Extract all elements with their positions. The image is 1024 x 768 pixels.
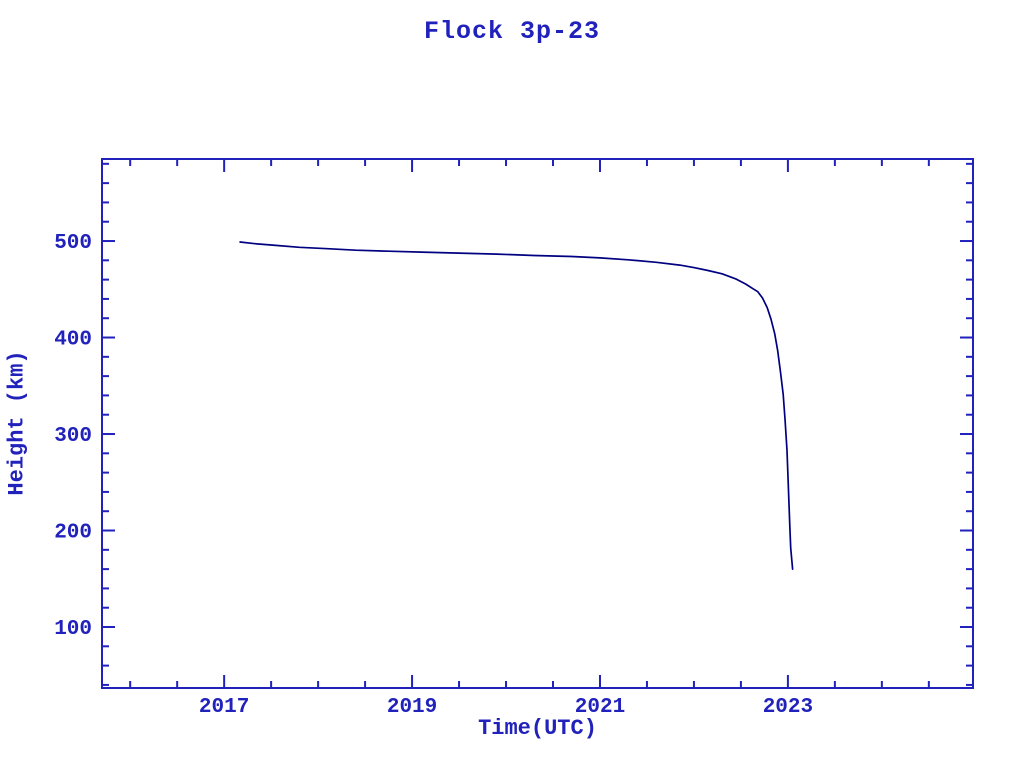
y-tick-label: 300 [54, 425, 92, 448]
x-tick-label: 2019 [387, 696, 437, 719]
x-tick-label: 2023 [763, 696, 813, 719]
x-axis-label: Time(UTC) [478, 716, 597, 741]
plot-frame [101, 158, 974, 689]
y-tick-label: 500 [54, 232, 92, 255]
y-tick-label: 200 [54, 522, 92, 545]
x-tick-label: 2021 [575, 696, 625, 719]
height-decay-line [239, 241, 794, 570]
y-tick-label: 400 [54, 329, 92, 352]
y-axis-label: Height (km) [4, 350, 30, 496]
chart-title: Flock 3p-23 [423, 17, 601, 46]
x-tick-label: 2017 [199, 696, 249, 719]
y-tick-label: 100 [54, 618, 92, 641]
